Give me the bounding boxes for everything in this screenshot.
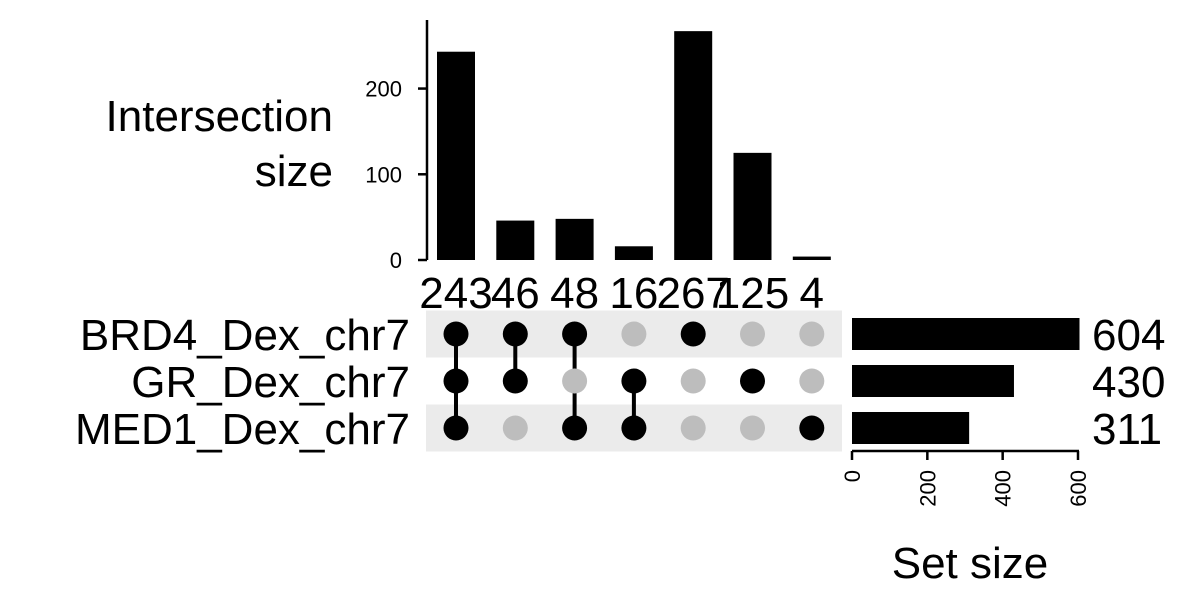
intersection-bar-label: 16 bbox=[609, 269, 658, 318]
matrix-dot-inactive bbox=[621, 321, 647, 347]
set-size-value-label: 604 bbox=[1092, 311, 1165, 360]
matrix-dot-active bbox=[443, 368, 469, 394]
intersection-bar bbox=[437, 51, 475, 260]
intersection-bar bbox=[733, 152, 772, 260]
set-size-bars bbox=[852, 318, 1080, 444]
intersection-bar-label: 267 bbox=[656, 269, 729, 318]
intersection-bar-label: 4 bbox=[800, 269, 824, 318]
matrix-dot-inactive bbox=[562, 368, 588, 394]
matrix-dot-inactive bbox=[680, 415, 706, 441]
set-size-value-label: 311 bbox=[1092, 405, 1162, 454]
matrix-dot-active bbox=[621, 415, 647, 441]
matrix-dot-active bbox=[562, 415, 588, 441]
intersection-matrix bbox=[443, 321, 825, 441]
matrix-dot-active bbox=[680, 321, 706, 347]
set-size-tick-label: 600 bbox=[1066, 470, 1091, 507]
matrix-dot-active bbox=[740, 368, 765, 394]
set-size-tick-label: 0 bbox=[840, 470, 865, 482]
matrix-dot-inactive bbox=[799, 368, 825, 394]
matrix-dot-inactive bbox=[740, 321, 765, 347]
intersection-y-tick-label: 0 bbox=[390, 248, 402, 273]
intersection-bar-label: 46 bbox=[491, 269, 540, 318]
matrix-dot-active bbox=[502, 368, 528, 394]
intersection-bar-label: 243 bbox=[419, 269, 492, 318]
set-size-ticks: 0 200 400 600 bbox=[840, 451, 1091, 507]
matrix-dot-active bbox=[562, 321, 588, 347]
set-name-label: GR_Dex_chr7 bbox=[131, 358, 410, 407]
matrix-dot-inactive bbox=[740, 415, 765, 441]
matrix-dot-active bbox=[502, 321, 528, 347]
matrix-dot-active bbox=[621, 368, 647, 394]
intersection-bar-label: 125 bbox=[716, 269, 789, 318]
matrix-dot-active bbox=[443, 321, 469, 347]
intersection-bar bbox=[555, 218, 594, 260]
intersection-bar bbox=[614, 246, 653, 260]
intersection-bar bbox=[496, 220, 535, 260]
set-size-tick-label: 200 bbox=[915, 470, 940, 507]
matrix-dot-inactive bbox=[799, 321, 825, 347]
matrix-dot-active bbox=[443, 415, 469, 441]
set-size-axis-title: Set size bbox=[892, 539, 1049, 588]
intersection-bar bbox=[792, 256, 831, 260]
intersection-y-tick-label: 200 bbox=[365, 77, 402, 102]
matrix-dot-inactive bbox=[502, 415, 528, 441]
set-name-label: MED1_Dex_chr7 bbox=[75, 405, 410, 454]
matrix-dot-inactive bbox=[680, 368, 706, 394]
set-size-bar bbox=[852, 412, 970, 444]
set-size-value-label: 430 bbox=[1092, 358, 1165, 407]
set-size-bar bbox=[852, 318, 1080, 350]
matrix-dot-active bbox=[799, 415, 825, 441]
set-name-label: BRD4_Dex_chr7 bbox=[80, 311, 410, 360]
intersection-axis-title-line-2: size bbox=[255, 147, 333, 196]
set-size-bar bbox=[852, 365, 1014, 397]
intersection-y-tick-label: 100 bbox=[365, 162, 402, 187]
intersection-bar bbox=[674, 31, 713, 261]
intersection-bar-label: 48 bbox=[550, 269, 599, 318]
intersection-bars bbox=[437, 31, 831, 261]
intersection-axis-title-line-1: Intersection bbox=[106, 92, 333, 141]
set-size-tick-label: 400 bbox=[991, 470, 1016, 507]
